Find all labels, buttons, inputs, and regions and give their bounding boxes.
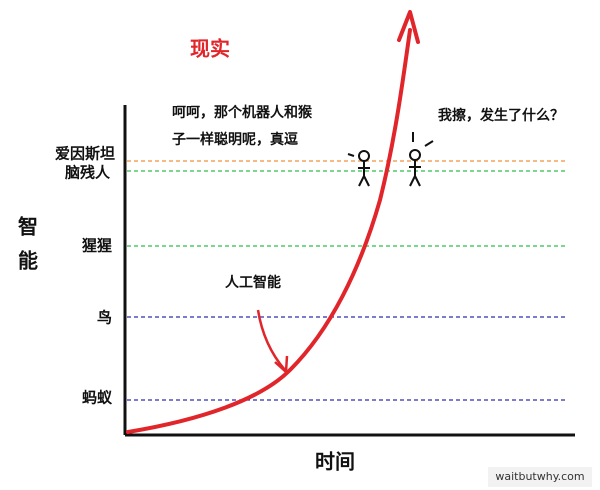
speech-line: 我擦，发生了什么？ [438, 107, 564, 124]
level-label: 爱因斯坦 [55, 145, 115, 163]
speech-line: 子一样聪明呢，真逗 [172, 131, 298, 148]
speech-line: 呵呵，那个机器人和猴 [172, 104, 313, 121]
level-label: 鸟 [97, 309, 112, 327]
annotation: 人工智能 [225, 274, 281, 291]
title: 现实 [190, 37, 230, 61]
level-label: 猩猩 [81, 237, 112, 255]
stick-figure [347, 150, 370, 187]
watermark-box [488, 467, 592, 487]
stick-figure [409, 132, 434, 187]
annotation-arrow [274, 355, 289, 375]
ai-curve [126, 28, 412, 434]
level-label: 脑残人 [65, 164, 111, 182]
arrow-head [397, 10, 420, 44]
level-label: 蚂蚁 [82, 389, 113, 407]
annotation-arrow [256, 309, 286, 371]
watermark: waitbutwhy.com [495, 470, 584, 483]
y-axis-label: 智能 [15, 215, 39, 284]
x-axis-label: 时间 [315, 450, 355, 474]
